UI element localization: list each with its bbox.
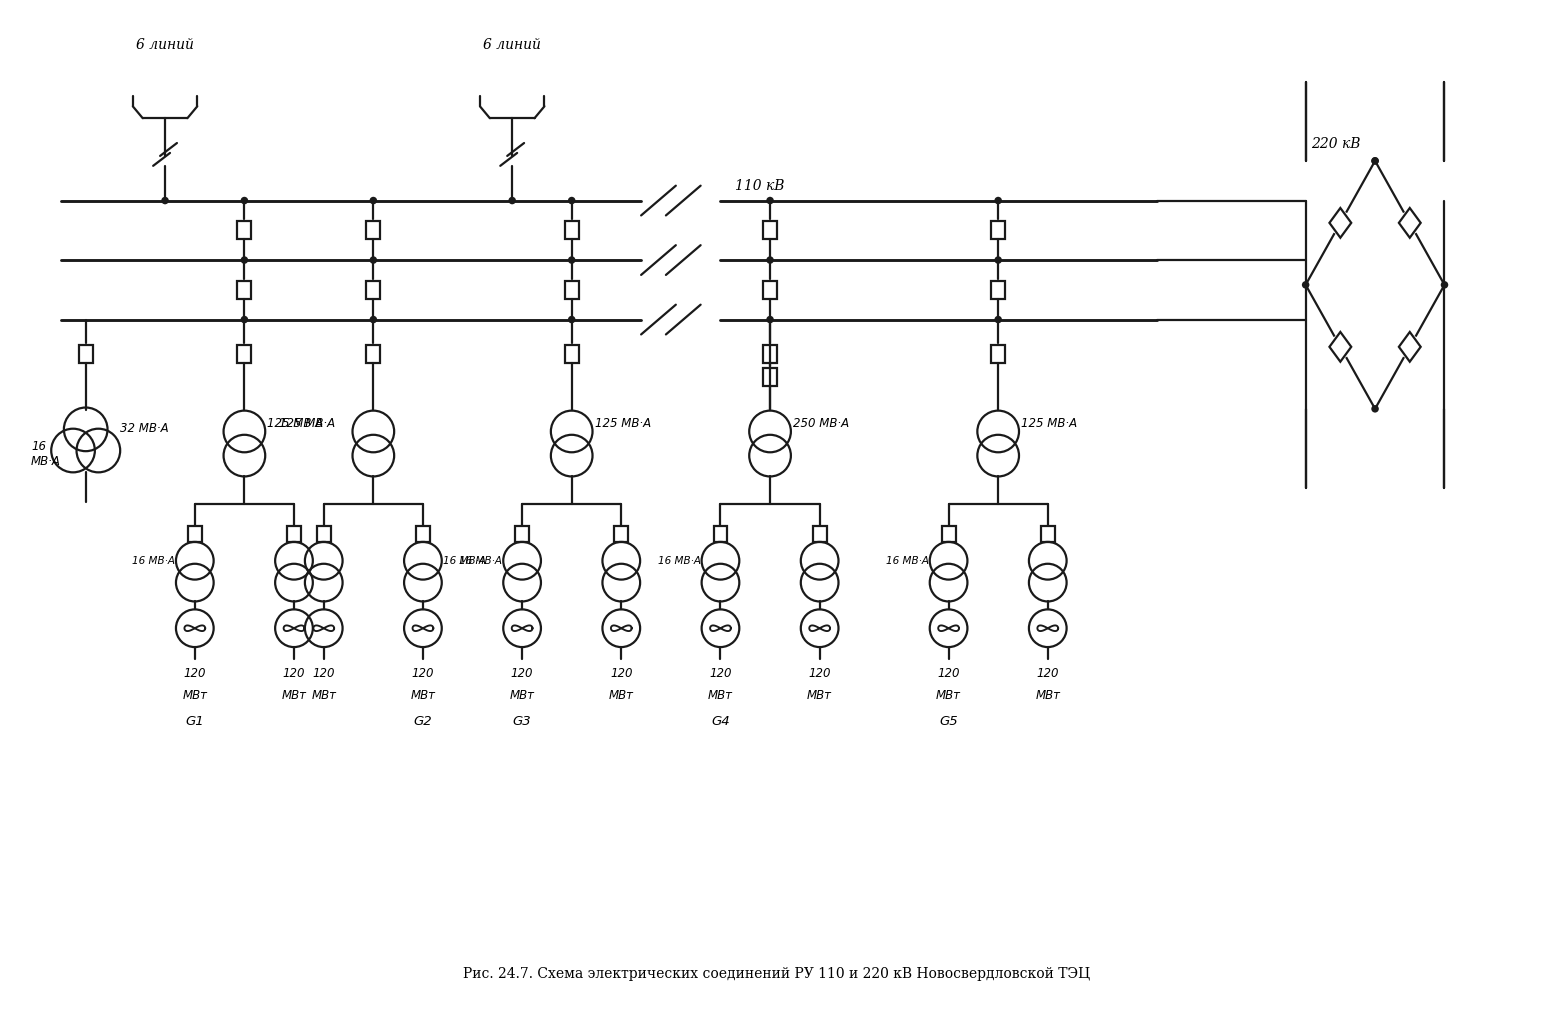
- Bar: [991, 221, 1005, 239]
- Text: МВт: МВт: [709, 689, 733, 701]
- Bar: [188, 526, 202, 542]
- Text: МВт: МВт: [410, 689, 435, 701]
- Bar: [367, 281, 381, 298]
- Circle shape: [567, 257, 575, 264]
- Bar: [367, 345, 381, 363]
- Text: 16 МВ·А: 16 МВ·А: [657, 556, 701, 566]
- Text: 120: 120: [511, 667, 533, 680]
- Bar: [763, 345, 777, 363]
- Bar: [991, 281, 1005, 298]
- Bar: [564, 345, 578, 363]
- Bar: [367, 221, 381, 239]
- Circle shape: [241, 196, 249, 205]
- Text: 125 МВ·А: 125 МВ·А: [595, 417, 651, 430]
- Bar: [416, 526, 430, 542]
- Bar: [1041, 526, 1055, 542]
- Text: Рис. 24.7. Схема электрических соединений РУ 110 и 220 кВ Новосвердловской ТЭЦ: Рис. 24.7. Схема электрических соединени…: [463, 967, 1091, 981]
- Bar: [564, 281, 578, 298]
- Circle shape: [241, 257, 249, 264]
- Bar: [763, 281, 777, 298]
- Text: 16
МВ·А: 16 МВ·А: [31, 441, 61, 468]
- Text: 120: 120: [709, 667, 732, 680]
- Circle shape: [162, 196, 169, 205]
- Text: G4: G4: [712, 715, 730, 728]
- Text: МВт: МВт: [807, 689, 831, 701]
- Text: 120: 120: [937, 667, 960, 680]
- Text: 16 МВ·А: 16 МВ·А: [460, 556, 502, 566]
- Text: 110 кВ: 110 кВ: [735, 179, 785, 192]
- Circle shape: [1302, 281, 1310, 289]
- Bar: [516, 526, 528, 542]
- Text: 125 МВ·А: 125 МВ·А: [280, 417, 336, 430]
- Text: 120: 120: [412, 667, 434, 680]
- Text: МВт: МВт: [311, 689, 336, 701]
- Circle shape: [766, 316, 774, 324]
- Text: 6 линий: 6 линий: [137, 38, 194, 52]
- Bar: [713, 526, 727, 542]
- Text: МВт: МВт: [609, 689, 634, 701]
- Bar: [238, 221, 252, 239]
- Bar: [79, 345, 93, 363]
- Circle shape: [766, 196, 774, 205]
- Text: 220 кВ: 220 кВ: [1310, 137, 1360, 151]
- Text: 120: 120: [312, 667, 336, 680]
- Text: G1: G1: [185, 715, 204, 728]
- Text: МВт: МВт: [936, 689, 960, 701]
- Text: МВт: МВт: [510, 689, 535, 701]
- Bar: [317, 526, 331, 542]
- Bar: [763, 221, 777, 239]
- Text: 250 МВ·А: 250 МВ·А: [793, 417, 848, 430]
- Circle shape: [1371, 157, 1378, 165]
- Text: МВт: МВт: [281, 689, 306, 701]
- Circle shape: [508, 196, 516, 205]
- Text: G5: G5: [939, 715, 957, 728]
- Text: 125 МВ·А: 125 МВ·А: [1021, 417, 1077, 430]
- Text: 120: 120: [808, 667, 831, 680]
- Bar: [564, 221, 578, 239]
- Text: 16 МВ·А: 16 МВ·А: [443, 556, 486, 566]
- Circle shape: [995, 316, 1002, 324]
- Circle shape: [995, 196, 1002, 205]
- Text: 120: 120: [611, 667, 632, 680]
- Text: 120: 120: [183, 667, 207, 680]
- Bar: [238, 345, 252, 363]
- Circle shape: [567, 196, 575, 205]
- Circle shape: [370, 316, 378, 324]
- Text: 16 МВ·А: 16 МВ·А: [886, 556, 929, 566]
- Text: 32 МВ·А: 32 МВ·А: [120, 422, 169, 435]
- Text: G2: G2: [413, 715, 432, 728]
- Circle shape: [1371, 157, 1378, 165]
- Bar: [614, 526, 628, 542]
- Text: G3: G3: [513, 715, 531, 728]
- Bar: [763, 369, 777, 386]
- Text: 16 МВ·А: 16 МВ·А: [132, 556, 176, 566]
- Circle shape: [370, 257, 378, 264]
- Text: 120: 120: [1037, 667, 1058, 680]
- Bar: [238, 281, 252, 298]
- Text: МВт: МВт: [1035, 689, 1060, 701]
- Circle shape: [370, 196, 378, 205]
- Text: МВт: МВт: [182, 689, 207, 701]
- Circle shape: [241, 316, 249, 324]
- Circle shape: [567, 316, 575, 324]
- Text: 6 линий: 6 линий: [483, 38, 541, 52]
- Text: 120: 120: [283, 667, 305, 680]
- Circle shape: [1441, 281, 1448, 289]
- Circle shape: [1371, 405, 1378, 412]
- Bar: [287, 526, 301, 542]
- Text: 125 МВ·А: 125 МВ·А: [267, 417, 323, 430]
- Circle shape: [995, 257, 1002, 264]
- Bar: [991, 345, 1005, 363]
- Bar: [813, 526, 827, 542]
- Circle shape: [766, 257, 774, 264]
- Bar: [942, 526, 956, 542]
